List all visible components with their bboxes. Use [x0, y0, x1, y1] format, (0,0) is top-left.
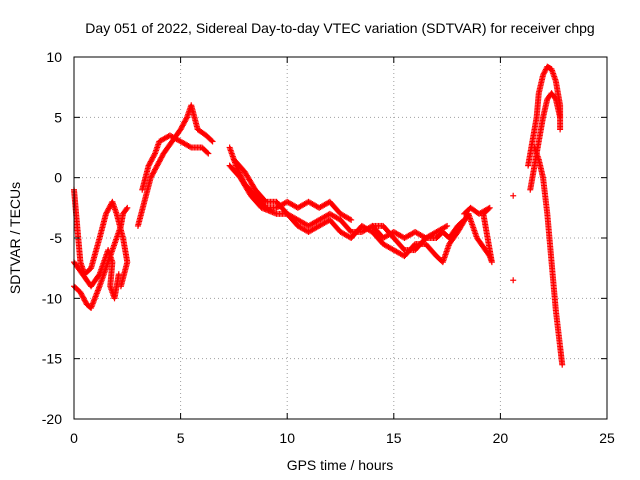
chart-title: Day 051 of 2022, Sidereal Day-to-day VTE… — [85, 20, 594, 36]
data-point — [151, 151, 158, 158]
y-tick-label: 0 — [54, 170, 62, 186]
x-tick-label: 10 — [279, 430, 295, 446]
y-tick-label: -10 — [42, 290, 62, 306]
data-point — [461, 210, 468, 217]
tick-marks — [73, 56, 608, 420]
x-axis-label: GPS time / hours — [287, 457, 394, 473]
data-points — [71, 63, 566, 368]
data-point — [557, 126, 564, 133]
x-tick-labels: 0 5 10 15 20 25 — [70, 430, 615, 446]
data-point — [183, 115, 190, 122]
data-point — [209, 138, 216, 145]
y-tick-label: -20 — [42, 411, 62, 427]
y-tick-label: -15 — [42, 351, 62, 367]
x-tick-label: 20 — [493, 430, 509, 446]
data-point — [551, 95, 558, 102]
data-point — [559, 361, 566, 368]
data-point — [510, 192, 517, 199]
y-tick-label: 5 — [54, 109, 62, 125]
data-point — [348, 216, 355, 223]
plot-frame — [73, 56, 608, 420]
y-tick-label: 10 — [46, 49, 62, 65]
x-tick-label: 15 — [386, 430, 402, 446]
data-point — [186, 143, 193, 150]
y-axis-label: SDTVAR / TECUs — [7, 182, 23, 294]
data-point — [557, 114, 564, 121]
data-point — [204, 149, 211, 156]
data-point — [462, 209, 469, 216]
data-point — [124, 204, 131, 211]
data-point — [95, 272, 102, 279]
x-tick-label: 5 — [177, 430, 185, 446]
data-point — [346, 216, 353, 223]
data-point — [442, 223, 449, 230]
data-point — [444, 222, 451, 229]
x-tick-label: 25 — [599, 430, 615, 446]
data-point — [510, 277, 517, 284]
y-tick-labels: -20 -15 -10 -5 0 5 10 — [42, 49, 62, 427]
grid — [74, 57, 607, 419]
data-point — [205, 150, 212, 157]
data-point — [123, 206, 130, 213]
x-tick-label: 0 — [70, 430, 78, 446]
data-point — [208, 137, 215, 144]
y-tick-label: -5 — [50, 230, 63, 246]
data-point — [115, 271, 122, 278]
